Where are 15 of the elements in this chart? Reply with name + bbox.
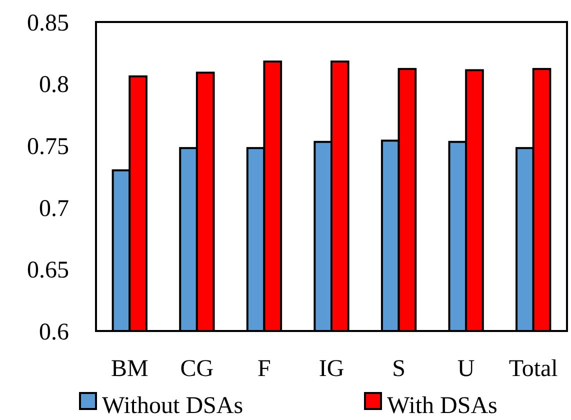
x-tick-label: S [392, 356, 406, 382]
x-tick-label: IG [318, 356, 344, 382]
y-tick-label: 0.8 [39, 72, 69, 98]
y-tick-label: 0.75 [27, 134, 69, 160]
x-tick-label: Total [508, 356, 558, 382]
x-tick-label: CG [180, 356, 214, 382]
legend-label: With DSAs [387, 393, 498, 420]
legend-label: Without DSAs [102, 393, 244, 420]
y-tick-label: 0.85 [27, 10, 69, 36]
y-tick-label: 0.7 [39, 196, 69, 222]
x-tick-label: F [258, 356, 271, 382]
x-tick-label: BM [110, 356, 148, 382]
y-tick-label: 0.65 [27, 258, 69, 284]
y-tick-label: 0.6 [39, 319, 69, 346]
x-tick-label: U [457, 356, 475, 382]
